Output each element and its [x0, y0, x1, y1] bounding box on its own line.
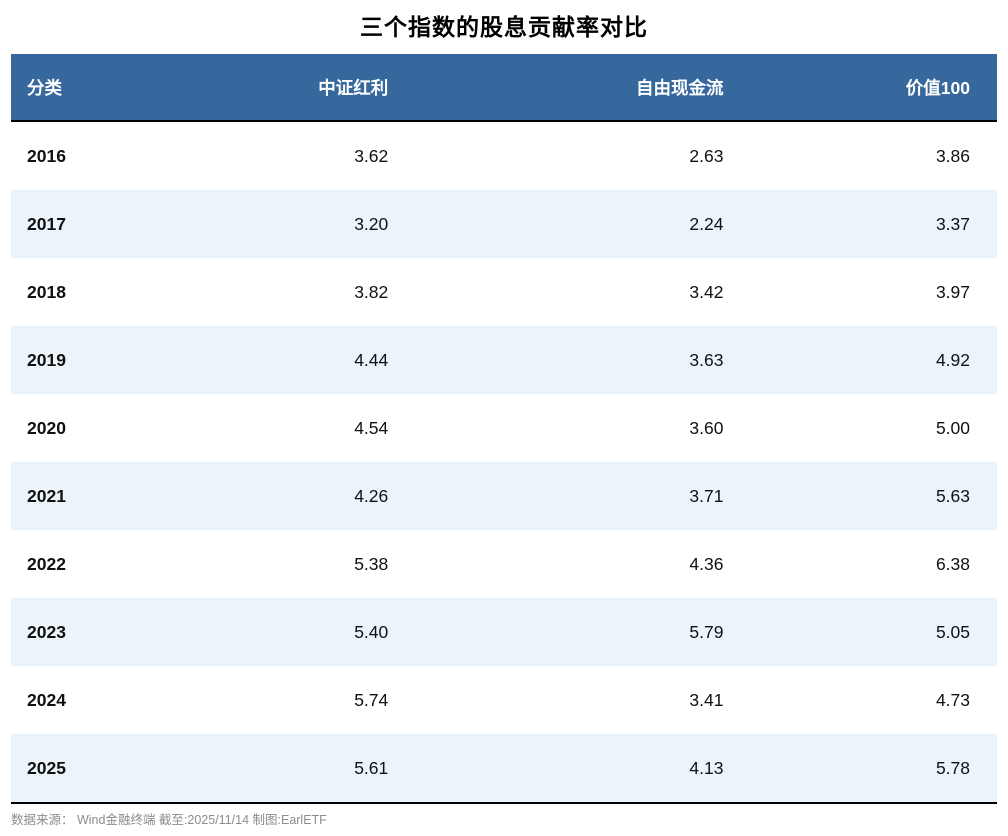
- value-cell: 3.82: [354, 281, 389, 302]
- value-cell: 5.05: [935, 621, 970, 642]
- value-cell: 3.97: [935, 281, 970, 302]
- value-cell: 2.63: [689, 145, 724, 166]
- value-cell: 3.63: [689, 349, 724, 370]
- value-cell: 4.36: [689, 553, 724, 574]
- table-row: 2023 5.40 5.79 5.05: [11, 598, 997, 666]
- value-cell: 4.73: [935, 689, 970, 710]
- dividend-table: 分类 中证红利 自由现金流 价值100 2016 3.62 2.63 3.86 …: [11, 54, 997, 804]
- table-row: 2019 4.44 3.63 4.92: [11, 326, 997, 394]
- value-cell: 5.61: [168, 734, 416, 804]
- year-cell: 2021: [27, 485, 66, 506]
- table-row: 2018 3.82 3.42 3.97: [11, 258, 997, 326]
- table-body: 2016 3.62 2.63 3.86 2017 3.20 2.24 3.37 …: [11, 121, 997, 804]
- table-row: 2017 3.20 2.24 3.37: [11, 190, 997, 258]
- value-cell: 3.62: [354, 145, 389, 166]
- year-cell: 2025: [11, 734, 169, 804]
- value-cell: 3.60: [689, 417, 724, 438]
- value-cell: 4.26: [354, 485, 389, 506]
- year-cell: 2023: [27, 621, 66, 642]
- header-row: 分类 中证红利 自由现金流 价值100: [11, 54, 997, 122]
- value-cell: 4.13: [415, 734, 751, 804]
- page-title: 三个指数的股息贡献率对比: [360, 14, 648, 40]
- value-cell: 3.37: [935, 213, 970, 234]
- year-cell: 2020: [27, 417, 66, 438]
- value-cell: 4.44: [354, 349, 389, 370]
- value-cell: 5.40: [354, 621, 389, 642]
- value-cell: 3.86: [935, 145, 970, 166]
- year-cell: 2016: [27, 145, 66, 166]
- table-row: 2022 5.38 4.36 6.38: [11, 530, 997, 598]
- value-cell: 3.20: [354, 213, 389, 234]
- table-row: 2025 5.61 4.13 5.78: [11, 734, 997, 804]
- table-row: 2024 5.74 3.41 4.73: [11, 666, 997, 734]
- value-cell: 3.71: [689, 485, 724, 506]
- value-cell: 4.92: [935, 349, 970, 370]
- year-cell: 2017: [27, 213, 66, 234]
- value-cell: 5.00: [935, 417, 970, 438]
- column-header-category: 分类: [11, 54, 169, 122]
- column-header-csi-dividend: 中证红利: [168, 54, 416, 122]
- table-row: 2020 4.54 3.60 5.00: [11, 394, 997, 462]
- year-cell: 2018: [27, 281, 66, 302]
- source-note: 数据来源： Wind金融终端 截至:2025/11/14 制图:EarlETF: [11, 813, 327, 827]
- value-cell: 6.38: [935, 553, 970, 574]
- value-cell: 5.74: [354, 689, 389, 710]
- value-cell: 5.79: [689, 621, 724, 642]
- year-cell: 2019: [27, 349, 66, 370]
- column-header-free-cashflow: 自由现金流: [415, 54, 751, 122]
- value-cell: 5.78: [750, 734, 997, 804]
- table-row: 2016 3.62 2.63 3.86: [11, 121, 997, 190]
- value-cell: 2.24: [689, 213, 724, 234]
- table-header: 分类 中证红利 自由现金流 价值100: [11, 54, 997, 122]
- year-cell: 2024: [27, 689, 66, 710]
- year-cell: 2022: [27, 553, 66, 574]
- table-row: 2021 4.26 3.71 5.63: [11, 462, 997, 530]
- value-cell: 3.42: [689, 281, 724, 302]
- value-cell: 5.38: [354, 553, 389, 574]
- value-cell: 5.63: [935, 485, 970, 506]
- value-cell: 3.41: [689, 689, 724, 710]
- value-cell: 4.54: [354, 417, 389, 438]
- column-header-value100: 价值100: [750, 54, 997, 122]
